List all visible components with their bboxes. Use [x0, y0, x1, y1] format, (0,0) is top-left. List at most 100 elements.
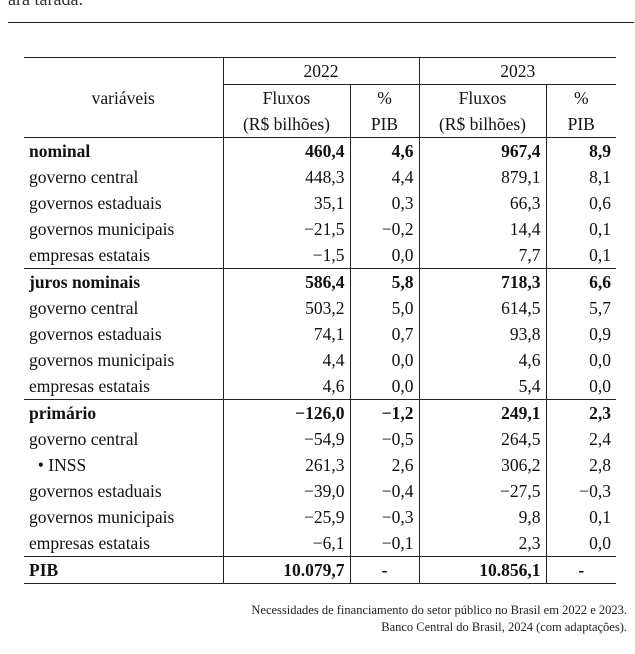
pct-2022-cell: 4,4 — [350, 164, 420, 190]
flux-2022-cell: −54,9 — [223, 426, 351, 452]
row-label: governo central — [24, 426, 224, 452]
pct-2022-cell: 2,6 — [350, 452, 420, 478]
table-header: 2022 2023 variáveis Fluxos % Fluxos % (R… — [24, 57, 616, 138]
table-row: governos estaduais 35,1 0,3 66,3 0,6 — [24, 190, 616, 216]
table-row: • INSS 261,3 2,6 306,2 2,8 — [24, 452, 616, 478]
year-2022-header: 2022 — [223, 57, 420, 85]
flux-2023-cell: 7,7 — [419, 242, 547, 269]
flux-2023-cell: 9,8 — [419, 504, 547, 530]
flux-2022-cell: −39,0 — [223, 478, 351, 504]
flux-2023-cell: 306,2 — [419, 452, 547, 478]
pct-2022-cell: 0,7 — [350, 321, 420, 347]
pct-unit-2023: PIB — [546, 111, 616, 138]
header-spacer-cell — [24, 111, 224, 138]
header-empty-cell — [24, 57, 224, 85]
pct-2022-cell: 0,0 — [350, 347, 420, 373]
flux-2023-cell: 967,4 — [419, 137, 547, 164]
flux-2023-cell: 249,1 — [419, 399, 547, 426]
flux-header-2023: Fluxos — [419, 84, 547, 111]
row-label: governos municipais — [24, 347, 224, 373]
flux-2023-cell: 718,3 — [419, 268, 547, 295]
flux-2022-cell: 503,2 — [223, 295, 351, 321]
table-caption: Necessidades de financiamento do setor p… — [251, 602, 627, 636]
pct-2023-cell: 2,4 — [589, 429, 611, 449]
table-footer: PIB 10.079,7 - 10.856,1 - — [24, 556, 616, 584]
total-label: PIB — [24, 556, 224, 584]
pct-header-2022: % — [350, 84, 420, 111]
flux-2022-cell: 4,4 — [223, 347, 351, 373]
pct-2023-cell: 0,6 — [589, 193, 611, 213]
row-label: governos municipais — [24, 216, 224, 242]
table-row: governos municipais 4,4 0,0 4,6 0,0 — [24, 347, 616, 373]
flux-2022-cell: 448,3 — [223, 164, 351, 190]
pct-header-2023: % — [573, 88, 589, 108]
row-label: governos estaduais — [24, 478, 224, 504]
financing-table: 2022 2023 variáveis Fluxos % Fluxos % (R… — [24, 57, 616, 584]
flux-2023-cell: 66,3 — [419, 190, 547, 216]
flux-2023-cell: 93,8 — [419, 321, 547, 347]
row-label: juros nominais — [24, 268, 224, 295]
pct-2022-cell: 0,0 — [350, 242, 420, 269]
flux-2023-cell: 14,4 — [419, 216, 547, 242]
pct-2022-cell: −1,2 — [350, 399, 420, 426]
flux-2022-cell: −1,5 — [223, 242, 351, 269]
pct-2022-cell: −0,3 — [350, 504, 420, 530]
pct-2022-cell: 5,8 — [350, 268, 420, 295]
caption-title: Necessidades de financiamento do setor p… — [251, 603, 627, 617]
table-row: governos estaduais 74,1 0,7 93,8 0,9 — [24, 321, 616, 347]
flux-2023-cell: 4,6 — [419, 347, 547, 373]
flux-2022-cell: 74,1 — [223, 321, 351, 347]
table-row: empresas estatais −1,5 0,0 7,7 0,1 — [24, 242, 616, 269]
pct-2023-cell: 2,8 — [589, 455, 611, 475]
table-row: governos estaduais −39,0 −0,4 −27,5 −0,3 — [24, 478, 616, 504]
flux-2023-cell: 614,5 — [419, 295, 547, 321]
row-label: governos estaduais — [24, 321, 224, 347]
table-row: governos municipais −25,9 −0,3 9,8 0,1 — [24, 504, 616, 530]
pct-2023-cell: 8,9 — [546, 137, 616, 164]
flux-header-2022: Fluxos — [223, 84, 351, 111]
flux-2022-cell: 460,4 — [223, 137, 351, 164]
caption-source: Banco Central do Brasil, 2024 (com adapt… — [381, 620, 627, 634]
pct-2022-cell: −0,5 — [350, 426, 420, 452]
table-row: governo central 503,2 5,0 614,5 5,7 — [24, 295, 616, 321]
pct-2022-cell: −0,2 — [350, 216, 420, 242]
group-row: juros nominais 586,4 5,8 718,3 6,6 — [24, 268, 616, 295]
variables-header: variáveis — [24, 84, 224, 111]
table-row: empresas estatais 4,6 0,0 5,4 0,0 — [24, 373, 616, 400]
flux-2022-cell: 4,6 — [223, 373, 351, 400]
flux-2022-cell: −6,1 — [223, 530, 351, 557]
flux-2022-cell: −25,9 — [223, 504, 351, 530]
pct-2023-cell: 8,1 — [589, 167, 611, 187]
pct-2023-cell: 0,1 — [589, 507, 611, 527]
row-label: governos municipais — [24, 504, 224, 530]
pct-2023-cell: 2,3 — [546, 399, 616, 426]
pct-2023-cell: 0,9 — [589, 324, 611, 344]
pct-2022-cell: 0,3 — [350, 190, 420, 216]
group-row: nominal 460,4 4,6 967,4 8,9 — [24, 137, 616, 164]
table-row: governos municipais −21,5 −0,2 14,4 0,1 — [24, 216, 616, 242]
row-label: empresas estatais — [24, 373, 224, 400]
row-label: governo central — [24, 164, 224, 190]
top-divider — [8, 22, 634, 23]
flux-unit-2022: (R$ bilhões) — [223, 111, 351, 138]
flux-2023-cell: −27,5 — [419, 478, 547, 504]
table-row: empresas estatais −6,1 −0,1 2,3 0,0 — [24, 530, 616, 557]
row-label: • INSS — [24, 452, 224, 478]
pct-2023-cell: 0,0 — [589, 350, 611, 370]
flux-2023-cell: 5,4 — [419, 373, 547, 400]
pct-2023-cell: −0,3 — [579, 481, 611, 501]
total-row: PIB 10.079,7 - 10.856,1 - — [24, 556, 616, 584]
flux-2022-cell: −21,5 — [223, 216, 351, 242]
row-label: empresas estatais — [24, 242, 224, 269]
top-text-fragment: ara tarada: — [8, 0, 83, 10]
total-flux-2022: 10.079,7 — [223, 556, 351, 584]
flux-2023-cell: 879,1 — [419, 164, 547, 190]
pct-2023-cell: 5,7 — [589, 298, 611, 318]
pct-2023-cell: 6,6 — [546, 268, 616, 295]
row-label: governos estaduais — [24, 190, 224, 216]
row-label: nominal — [24, 137, 224, 164]
pct-2023-cell: 0,1 — [589, 219, 611, 239]
flux-2022-cell: 261,3 — [223, 452, 351, 478]
table-body: nominal 460,4 4,6 967,4 8,9 governo central 44… — [24, 137, 616, 557]
flux-2023-cell: 264,5 — [419, 426, 547, 452]
